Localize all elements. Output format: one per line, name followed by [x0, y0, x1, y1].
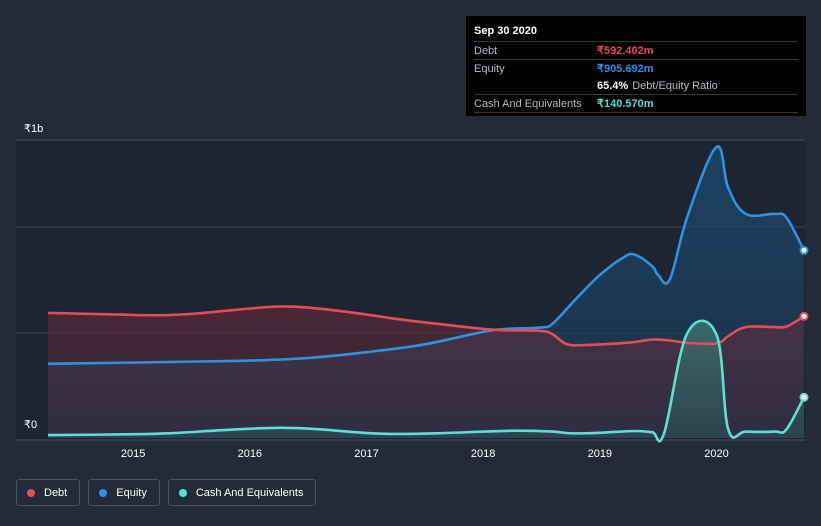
tooltip-label: Debt	[474, 44, 498, 57]
tooltip-row-ratio: 65.4% Debt/Equity Ratio	[474, 77, 798, 94]
debt-dot-icon	[27, 488, 35, 497]
legend-label: Cash And Equivalents	[195, 486, 304, 499]
tooltip-value: ₹140.570m	[597, 98, 654, 110]
x-tick-label: 2020	[704, 448, 728, 460]
equity-dot-icon	[99, 488, 108, 497]
cash-and-equivalents-end-marker	[799, 392, 809, 402]
x-tick-label: 2015	[121, 448, 145, 460]
tooltip: Sep 30 2020 Debt ₹592.402m Equity ₹905.6…	[466, 16, 806, 116]
legend-label: Debt	[44, 486, 68, 499]
tooltip-value: 65.4%	[597, 79, 629, 92]
x-tick-label: 2019	[588, 448, 612, 460]
tooltip-row-debt: Debt ₹592.402m	[474, 41, 798, 59]
legend-item-cash[interactable]: Cash And Equivalents	[167, 479, 317, 506]
tooltip-ratio-label: Debt/Equity Ratio	[632, 79, 718, 92]
legend: Debt Equity Cash And Equivalents	[16, 479, 317, 506]
x-tick-label: 2018	[471, 448, 495, 460]
debt-line	[47, 305, 805, 347]
lines	[47, 145, 806, 443]
y-tick-label: ₹0	[24, 419, 37, 431]
tooltip-row-cash: Cash And Equivalents ₹140.570m	[474, 94, 798, 113]
tooltip-row-equity: Equity ₹905.692m	[474, 59, 798, 77]
tooltip-value: ₹905.692m	[597, 63, 654, 75]
equity-end-marker	[799, 245, 809, 255]
cash-dot-icon	[178, 488, 187, 497]
y-tick-labels: ₹0 ₹1b	[24, 123, 43, 431]
legend-label: Equity	[116, 486, 147, 499]
tooltip-label: Equity	[474, 62, 505, 75]
debt-end-marker	[799, 311, 809, 321]
y-tick-label: ₹1b	[24, 123, 43, 135]
legend-item-debt[interactable]: Debt	[16, 479, 81, 506]
tooltip-value: ₹592.402m	[597, 45, 654, 57]
cash-and-equivalents-line	[47, 319, 806, 443]
tooltip-date: Sep 30 2020	[474, 25, 537, 37]
equity-line	[47, 145, 806, 366]
x-tick-label: 2017	[354, 448, 378, 460]
x-tick-labels: 2015 2016 2017 2018 2019 2020	[121, 448, 729, 460]
debt-area	[48, 306, 804, 438]
areas	[48, 146, 804, 442]
x-tick-label: 2016	[238, 448, 262, 460]
legend-item-equity[interactable]: Equity	[88, 479, 160, 506]
end-markers	[799, 245, 809, 402]
tooltip-label: Cash And Equivalents	[474, 97, 582, 110]
